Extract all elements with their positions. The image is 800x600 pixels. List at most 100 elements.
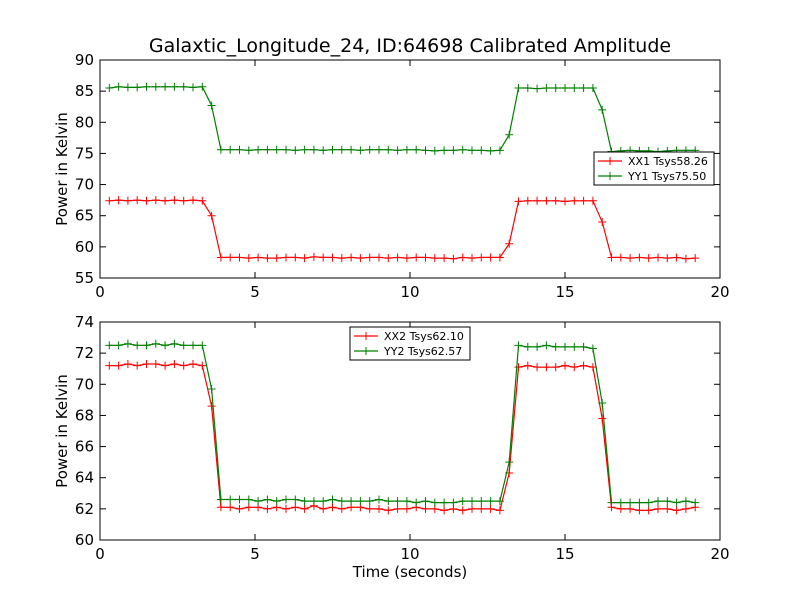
data-point <box>151 339 160 348</box>
data-point <box>179 361 188 370</box>
data-point <box>393 146 402 155</box>
data-point <box>458 253 467 262</box>
data-point <box>170 196 179 205</box>
data-point <box>254 253 263 262</box>
data-point <box>607 253 616 262</box>
data-point <box>495 253 504 262</box>
data-point <box>691 254 700 263</box>
data-point <box>570 363 579 372</box>
data-point <box>430 254 439 263</box>
x-tick-label: 0 <box>95 545 105 563</box>
data-point <box>551 196 560 205</box>
data-point <box>300 254 309 263</box>
data-point <box>142 360 151 369</box>
data-point <box>123 360 132 369</box>
data-point <box>458 497 467 506</box>
data-point <box>672 498 681 507</box>
data-point <box>291 253 300 262</box>
data-point <box>328 503 337 512</box>
y-tick-label: 66 <box>75 438 94 456</box>
data-point <box>430 146 439 155</box>
y-tick-label: 65 <box>75 207 94 225</box>
data-point <box>375 253 383 262</box>
data-point <box>161 196 170 205</box>
data-point <box>393 497 402 506</box>
data-point <box>486 504 495 513</box>
data-point <box>468 254 476 263</box>
data-point <box>151 360 160 369</box>
data-point <box>523 342 532 351</box>
figure-title: Galaxtic_Longitude_24, ID:64698 Calibrat… <box>149 35 671 57</box>
data-point <box>505 458 514 467</box>
data-point <box>375 145 383 154</box>
data-point <box>505 130 514 139</box>
legend-marker <box>362 347 370 355</box>
data-point <box>161 361 170 370</box>
data-point <box>495 497 504 506</box>
x-tick-label: 10 <box>400 283 419 301</box>
data-point <box>570 342 579 351</box>
data-point <box>561 361 569 370</box>
legend-label: XX1 Tsys58.26 <box>628 155 708 168</box>
data-point <box>468 497 476 506</box>
data-point <box>319 504 328 513</box>
data-point <box>542 341 551 350</box>
data-point <box>244 495 253 504</box>
data-point <box>681 254 690 263</box>
data-point <box>123 196 132 205</box>
data-point <box>654 497 662 506</box>
data-point <box>309 252 318 261</box>
legend-label: YY1 Tsys75.50 <box>627 170 706 183</box>
y-tick-label: 68 <box>75 406 94 424</box>
y-tick-label: 64 <box>75 469 94 487</box>
data-point <box>551 84 560 93</box>
data-point <box>365 497 374 506</box>
data-point <box>114 196 123 205</box>
data-point <box>235 145 244 154</box>
data-point <box>477 504 486 513</box>
data-point <box>300 497 309 506</box>
top-plot: 0 5 10 15 20 55 60 65 70 75 80 85 90 Power in Kelvin X… <box>53 51 730 301</box>
data-point <box>272 497 281 506</box>
data-point <box>263 504 272 513</box>
data-point <box>226 145 235 154</box>
data-point <box>337 504 346 513</box>
data-point <box>449 254 458 263</box>
data-point <box>616 498 625 507</box>
data-point <box>542 196 551 205</box>
data-point <box>440 506 449 515</box>
data-point <box>142 82 151 91</box>
legend: XX1 Tsys58.26 YY1 Tsys75.50 <box>593 151 715 186</box>
data-point <box>561 84 569 93</box>
data-point <box>244 146 253 155</box>
data-point <box>263 254 272 263</box>
data-point <box>216 145 225 154</box>
data-point <box>235 495 244 504</box>
data-point <box>207 211 216 220</box>
data-point <box>216 503 225 512</box>
data-point <box>198 361 207 370</box>
data-point <box>198 196 207 205</box>
legend-box <box>593 151 715 186</box>
data-point <box>644 254 653 263</box>
data-point <box>216 495 225 504</box>
data-point <box>282 495 290 504</box>
data-point <box>170 82 179 91</box>
data-point <box>114 341 123 350</box>
data-point <box>161 82 170 91</box>
data-point <box>430 498 439 507</box>
x-tick-label: 5 <box>250 283 260 301</box>
data-point <box>123 83 132 92</box>
data-point <box>635 506 644 515</box>
data-point <box>486 253 495 262</box>
data-point <box>105 84 114 93</box>
data-point <box>533 342 542 351</box>
data-point <box>663 504 672 513</box>
data-point <box>105 196 114 205</box>
data-point <box>272 145 281 154</box>
data-point <box>393 253 402 262</box>
data-point <box>384 497 393 506</box>
data-point <box>468 146 476 155</box>
legend-marker <box>606 157 614 165</box>
data-point <box>588 344 597 353</box>
